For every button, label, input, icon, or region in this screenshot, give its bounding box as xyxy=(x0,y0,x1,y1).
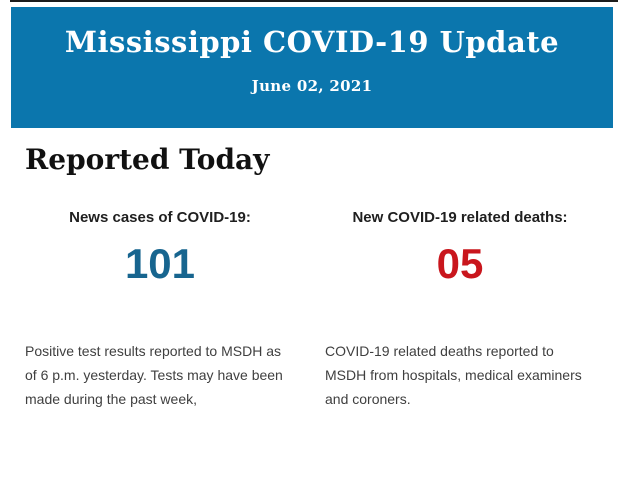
new-cases-description: Positive test results reported to MSDH a… xyxy=(25,343,283,407)
new-deaths-value: 05 xyxy=(436,240,484,287)
banner: Mississippi COVID-19 Update June 02, 202… xyxy=(11,7,613,128)
top-border-line xyxy=(10,0,618,2)
new-deaths-label: New COVID-19 related deaths: xyxy=(352,209,568,226)
banner-date: June 02, 2021 xyxy=(251,77,373,95)
stat-new-deaths: New COVID-19 related deaths: 05 COVID-19… xyxy=(325,209,595,411)
stat-new-cases: News cases of COVID-19: 101 Positive tes… xyxy=(25,209,295,411)
stats-columns: News cases of COVID-19: 101 Positive tes… xyxy=(25,209,595,411)
new-cases-value: 101 xyxy=(124,240,196,287)
banner-title: Mississippi COVID-19 Update xyxy=(64,25,560,59)
new-cases-label: News cases of COVID-19: xyxy=(69,209,251,226)
section-heading: Reported Today xyxy=(25,143,270,176)
content-area: Reported Today News cases of COVID-19: 1… xyxy=(0,128,620,411)
new-deaths-description: COVID-19 related deaths reported to MSDH… xyxy=(325,343,582,407)
